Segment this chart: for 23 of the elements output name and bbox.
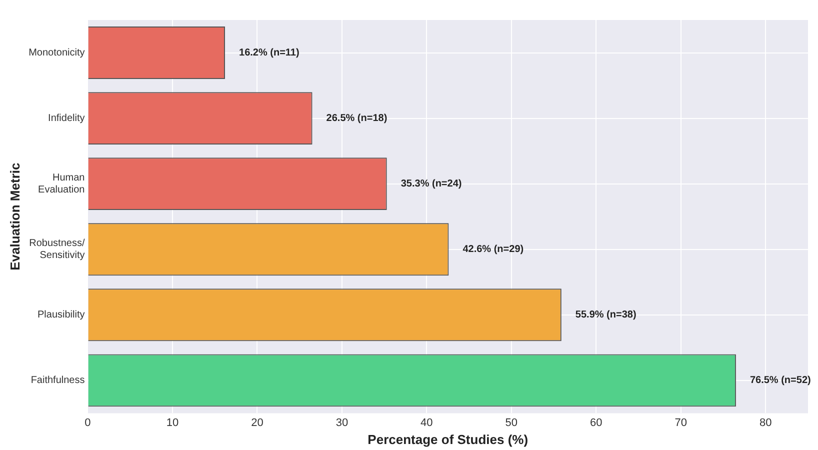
y-tick-label: Human Evaluation: [38, 172, 85, 196]
data-label: 55.9% (n=38): [575, 310, 636, 321]
y-axis-title: Evaluation Metric: [7, 162, 22, 270]
x-tick-label: 40: [420, 416, 433, 429]
y-tick-label: Monotonicity: [28, 48, 85, 59]
y-tick-label: Infidelity: [48, 113, 85, 124]
x-tick-label: 10: [166, 416, 179, 429]
x-tick-label: 50: [505, 416, 518, 429]
x-tick-label: 80: [760, 416, 772, 429]
x-tick-label: 60: [590, 416, 602, 429]
data-label: 35.3% (n=24): [400, 178, 462, 190]
y-tick-label: Robustness/ Sensitivity: [29, 238, 85, 262]
x-tick-label: 30: [336, 416, 348, 429]
data-label: 42.6% (n=29): [462, 244, 524, 256]
data-label: 16.2% (n=11): [239, 48, 300, 59]
data-label: 76.5% (n=52): [750, 375, 811, 386]
x-axis-title: Percentage of Studies (%): [368, 432, 528, 447]
data-label: 26.5% (n=18): [326, 113, 388, 124]
x-tick-label: 0: [84, 416, 91, 429]
x-tick-label: 70: [674, 416, 688, 429]
y-tick-label: Plausibility: [37, 310, 85, 321]
x-tick-label: 20: [251, 416, 264, 429]
y-tick-label: Faithfulness: [30, 375, 85, 386]
